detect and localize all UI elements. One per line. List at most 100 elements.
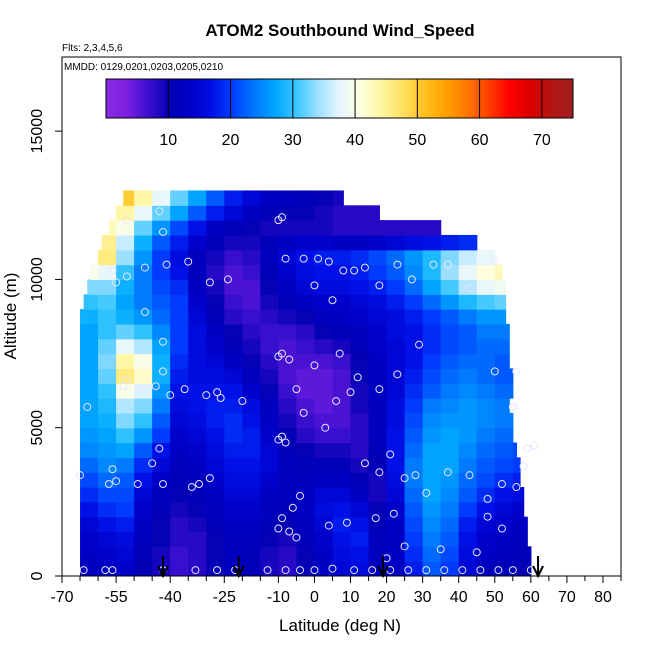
field-cell	[170, 487, 189, 503]
field-cell	[224, 398, 243, 414]
field-cell	[494, 427, 514, 444]
field-cell	[314, 294, 334, 310]
observation-point	[375, 468, 384, 477]
observation-point	[530, 441, 539, 450]
field-cell	[123, 190, 135, 206]
field-cell	[278, 264, 298, 281]
field-cell	[98, 546, 117, 562]
field-cell	[206, 398, 225, 414]
observation-point	[281, 566, 290, 575]
field-cell	[278, 472, 298, 488]
field-cell	[440, 457, 460, 473]
field-cell	[152, 190, 171, 206]
field-cell	[296, 412, 316, 429]
field-cell	[368, 353, 388, 369]
field-cell	[116, 353, 135, 369]
field-cell	[350, 309, 370, 325]
chart-title: ATOM2 Southbound Wind_Speed	[205, 21, 474, 40]
field-cell	[260, 249, 279, 266]
observation-point	[83, 402, 92, 411]
y-tick-label: 10000	[29, 257, 46, 302]
observation-point	[346, 388, 355, 397]
observation-point	[277, 349, 286, 358]
field-cell	[314, 249, 334, 266]
field-cell	[116, 294, 135, 310]
field-cell	[206, 353, 225, 369]
field-cell	[458, 368, 478, 384]
observation-point	[296, 491, 305, 500]
field-cell	[314, 487, 334, 503]
field-cell	[101, 234, 117, 251]
field-cell	[224, 264, 243, 281]
field-cell	[494, 457, 514, 473]
field-cell	[422, 561, 442, 576]
observation-point	[292, 533, 301, 542]
field-cell	[170, 546, 189, 562]
field-cell	[98, 249, 117, 266]
field-cell	[278, 383, 298, 399]
field-cell	[188, 234, 207, 251]
field-cell	[206, 442, 225, 458]
field-cell	[260, 205, 279, 221]
field-cell	[404, 516, 424, 533]
field-cell	[368, 205, 380, 221]
field-cell	[134, 220, 153, 236]
field-cell	[152, 220, 171, 236]
field-cell	[278, 561, 298, 576]
field-cell	[278, 531, 298, 547]
field-cell	[350, 442, 370, 458]
field-cell	[116, 383, 135, 399]
observation-point	[335, 349, 344, 358]
field-cell	[494, 353, 510, 369]
field-cell	[440, 427, 460, 444]
field-cell	[494, 501, 514, 518]
colorbar-tick-label: 60	[471, 132, 489, 149]
field-cell	[494, 516, 514, 533]
field-cell	[296, 368, 316, 384]
field-cell	[83, 294, 99, 310]
field-cell	[152, 323, 171, 340]
field-cell	[440, 546, 460, 562]
field-cell	[296, 427, 316, 444]
field-cell	[368, 264, 388, 281]
field-cell	[242, 546, 261, 562]
field-cell	[512, 516, 528, 533]
field-cell	[314, 338, 334, 355]
observation-point	[122, 376, 131, 385]
x-tick-label: 10	[342, 589, 360, 606]
field-cell	[404, 442, 424, 458]
field-cell	[314, 264, 334, 281]
field-cell	[494, 412, 514, 429]
field-cell	[134, 368, 153, 384]
observation-point	[155, 207, 164, 216]
field-cell	[98, 472, 117, 488]
field-cell	[278, 309, 298, 325]
observation-point	[490, 367, 499, 376]
x-tick-label: -25	[213, 589, 236, 606]
colorbar-ticks: 10 20 30 40 50 60 70	[159, 79, 551, 149]
field-cell	[278, 190, 298, 206]
field-cell	[422, 487, 442, 503]
field-cell	[116, 516, 135, 533]
field-cell	[422, 501, 442, 518]
field-cell	[440, 383, 460, 399]
observation-point	[443, 468, 452, 477]
field-cell	[188, 309, 207, 325]
field-cell	[404, 501, 424, 518]
field-cell	[90, 264, 99, 281]
field-cell	[224, 323, 243, 340]
field-cell	[170, 442, 189, 458]
field-cell	[296, 234, 316, 251]
observation-point	[324, 257, 333, 266]
field-cell	[80, 338, 99, 355]
field-cell	[512, 561, 532, 576]
observation-point	[205, 278, 214, 287]
field-cell	[512, 501, 525, 518]
field-cell	[116, 427, 135, 444]
field-cell	[332, 442, 352, 458]
field-cell	[404, 531, 424, 547]
field-cell	[386, 561, 406, 576]
field-cell	[260, 546, 279, 562]
field-cell	[134, 338, 153, 355]
observation-point	[277, 432, 286, 441]
